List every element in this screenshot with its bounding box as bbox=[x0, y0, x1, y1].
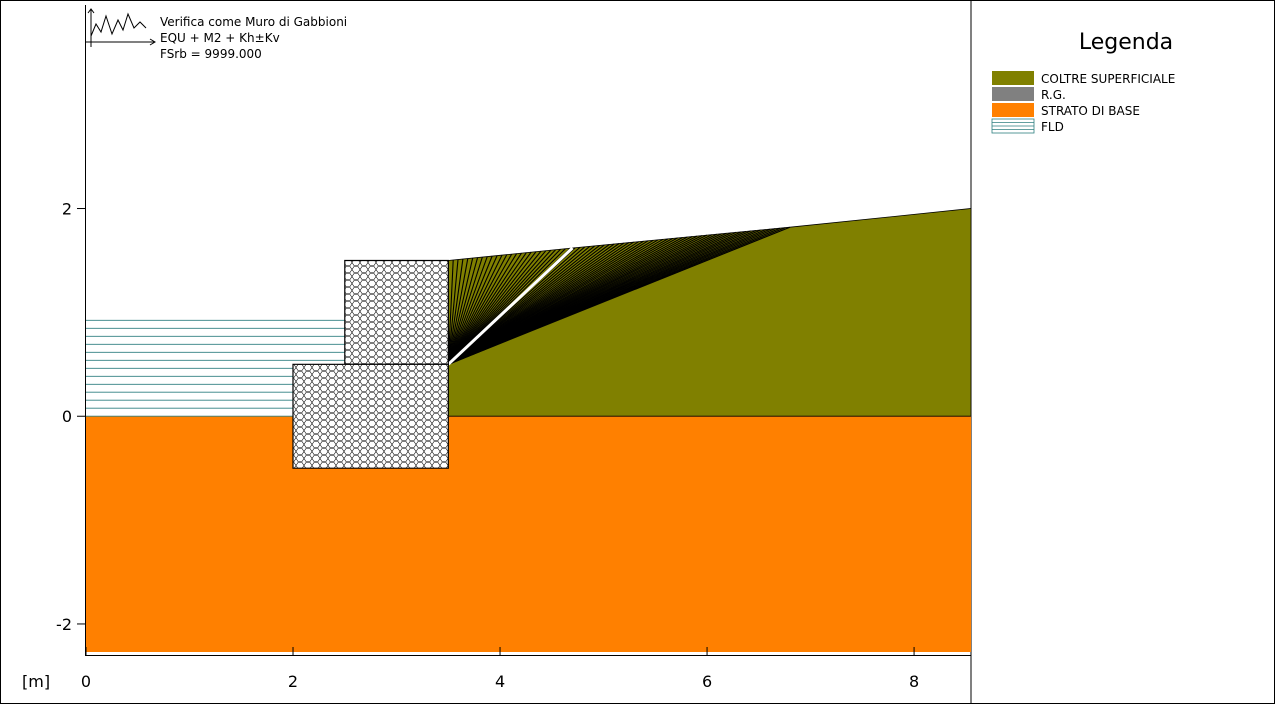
y-tick-label: 2 bbox=[62, 200, 72, 219]
slip-surface bbox=[447, 256, 483, 365]
unit-label: [m] bbox=[22, 672, 50, 691]
slip-surface bbox=[447, 254, 503, 365]
slip-surface bbox=[447, 253, 518, 365]
header-block: Verifica come Muro di Gabbioni EQU + M2 … bbox=[86, 8, 347, 61]
slip-surface bbox=[447, 258, 464, 365]
slip-surface bbox=[447, 250, 547, 365]
slip-surface bbox=[447, 253, 513, 365]
fld-water-zone bbox=[86, 319, 345, 417]
y-tick-label: 0 bbox=[62, 407, 72, 426]
x-tick-label: 6 bbox=[702, 672, 712, 691]
slip-surface bbox=[447, 257, 479, 365]
critical-slip-surface bbox=[447, 246, 574, 366]
slip-surface bbox=[447, 255, 493, 365]
verification-title: Verifica come Muro di Gabbioni bbox=[160, 15, 347, 29]
legend-label: FLD bbox=[1041, 120, 1064, 134]
legend-item: R.G. bbox=[992, 87, 1066, 102]
legend: Legenda COLTRE SUPERFICIALE R.G. STRATO DI… bbox=[991, 30, 1175, 134]
legend-title: Legenda bbox=[1079, 30, 1173, 55]
slip-surface bbox=[447, 259, 454, 365]
y-tick-label: -2 bbox=[56, 615, 72, 634]
legend-label: STRATO DI BASE bbox=[1041, 104, 1140, 118]
slip-surface bbox=[448, 226, 791, 365]
slip-surface bbox=[447, 251, 532, 365]
x-tick-label: 4 bbox=[495, 672, 505, 691]
legend-swatch bbox=[992, 71, 1034, 85]
legend-item: COLTRE SUPERFICIALE bbox=[992, 71, 1175, 86]
load-combination: EQU + M2 + Kh±Kv bbox=[160, 31, 280, 45]
slip-surface bbox=[447, 250, 542, 365]
x-tick-label: 0 bbox=[81, 672, 91, 691]
slip-surface bbox=[447, 255, 498, 365]
x-tick-label: 8 bbox=[909, 672, 919, 691]
legend-item: FLD bbox=[991, 118, 1064, 134]
strato-di-base-layer bbox=[86, 416, 971, 652]
gabion-upper-block bbox=[344, 259, 449, 365]
slip-surface bbox=[447, 259, 459, 365]
slip-surface bbox=[447, 252, 522, 365]
slip-surface bbox=[447, 258, 469, 365]
axes: 0 2 4 6 8 2 0 -2 [m] bbox=[22, 5, 971, 691]
x-tick-label: 2 bbox=[288, 672, 298, 691]
slip-surfaces-fan bbox=[447, 226, 791, 365]
legend-items: COLTRE SUPERFICIALE R.G. STRATO DI BASE FLD bbox=[991, 71, 1175, 134]
y-ticks: 2 0 -2 bbox=[56, 200, 86, 634]
legend-label: R.G. bbox=[1041, 88, 1066, 102]
legend-swatch bbox=[992, 103, 1034, 117]
slip-surface bbox=[447, 251, 537, 365]
gabion-lower-block bbox=[292, 363, 449, 469]
x-ticks: 0 2 4 6 8 bbox=[81, 647, 919, 691]
slip-surface bbox=[447, 257, 474, 365]
slip-surface bbox=[447, 252, 527, 365]
legend-item: STRATO DI BASE bbox=[992, 103, 1140, 118]
legend-swatch bbox=[992, 87, 1034, 101]
safety-factor: FSrb = 9999.000 bbox=[160, 47, 262, 61]
slip-surface bbox=[447, 254, 508, 365]
plot-area bbox=[86, 208, 972, 652]
slip-surface bbox=[447, 256, 488, 365]
legend-label: COLTRE SUPERFICIALE bbox=[1041, 72, 1175, 86]
seismic-icon bbox=[86, 8, 156, 47]
